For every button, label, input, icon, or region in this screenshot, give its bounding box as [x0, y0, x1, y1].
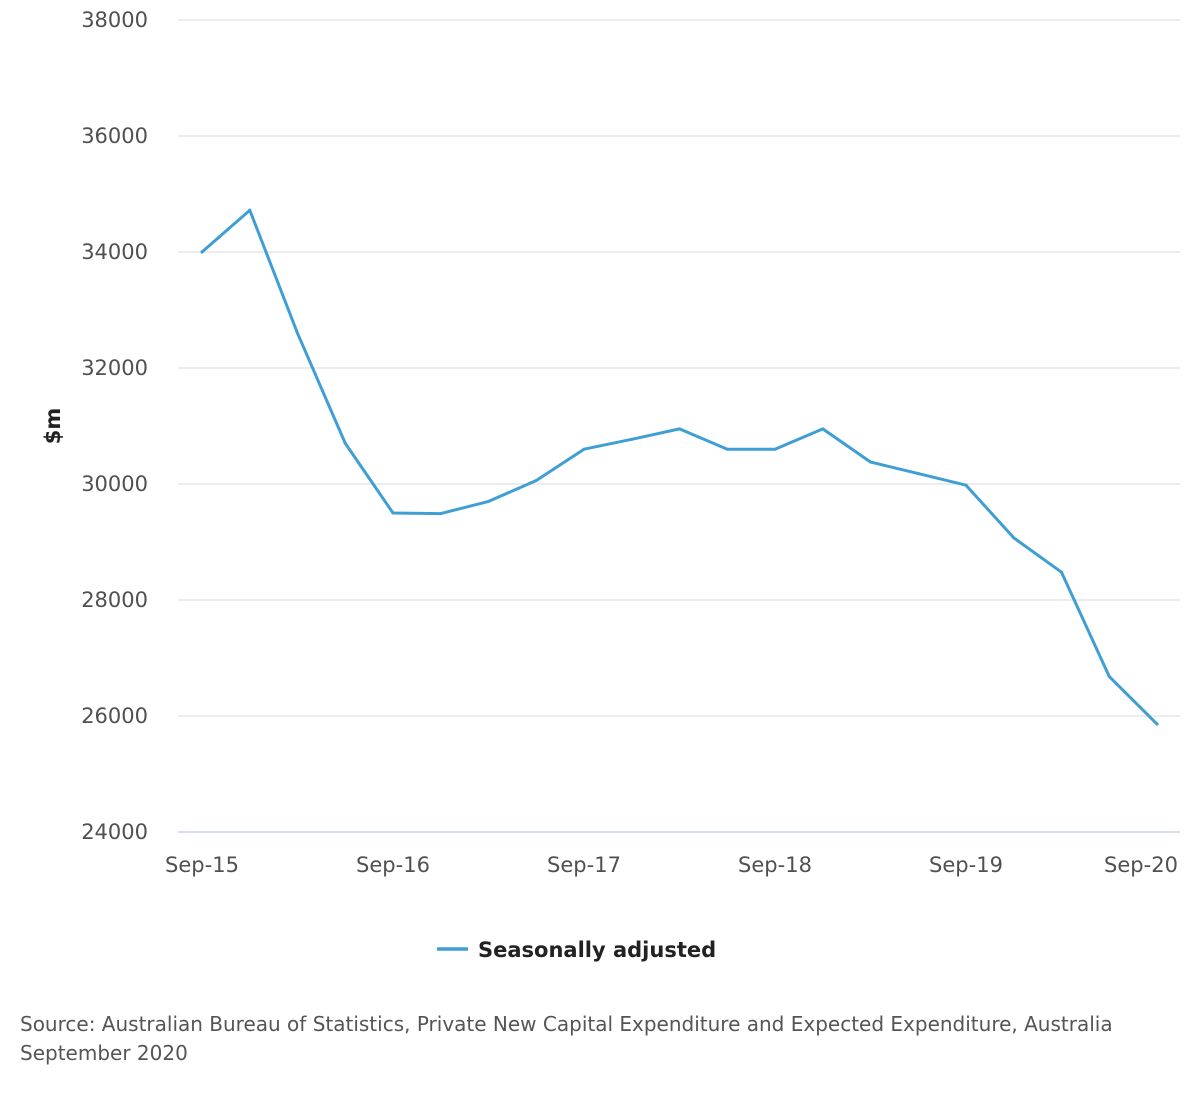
data-point: [773, 447, 777, 451]
data-point: [630, 437, 634, 441]
data-point: [869, 460, 872, 464]
x-axis-ticks: Sep-15 Sep-16 Sep-17 Sep-18 Sep-19 Sep-20: [165, 853, 1178, 877]
data-point: [296, 331, 299, 335]
x-tick-label: Sep-16: [356, 853, 430, 877]
chart: 24000 26000 28000 30000 32000 34000 36000 38000…: [41, 8, 1180, 962]
legend-label: Seasonally adjusted: [478, 938, 716, 962]
data-point: [678, 427, 681, 431]
data-point: [439, 512, 443, 516]
x-tick-label: Sep-15: [165, 853, 239, 877]
y-tick-label: 38000: [81, 8, 148, 32]
gridlines: [178, 19, 1180, 717]
y-axis-title: $m: [41, 408, 65, 445]
x-tick-label: Sep-20: [1104, 853, 1178, 877]
data-point: [725, 447, 729, 451]
y-tick-label: 36000: [81, 124, 148, 148]
data-point: [391, 511, 395, 515]
data-point: [916, 472, 920, 476]
y-tick-label: 34000: [81, 240, 148, 264]
y-tick-label: 30000: [81, 472, 148, 496]
data-point: [487, 499, 490, 503]
y-tick-label: 32000: [81, 356, 148, 380]
y-tick-label: 28000: [81, 588, 148, 612]
x-tick-label: Sep-19: [929, 853, 1003, 877]
y-axis-ticks: 24000 26000 28000 30000 32000 34000 36000 38000: [81, 8, 148, 844]
data-point: [1107, 675, 1111, 679]
data-point: [1012, 536, 1016, 540]
data-point: [248, 208, 252, 212]
y-tick-label: 24000: [81, 820, 148, 844]
x-tick-label: Sep-18: [738, 853, 812, 877]
y-tick-label: 26000: [81, 704, 148, 728]
data-point: [200, 250, 204, 254]
data-point: [1060, 570, 1063, 574]
series-line: [200, 208, 1159, 726]
legend: Seasonally adjusted: [437, 938, 716, 962]
data-point: [821, 427, 825, 431]
x-tick-label: Sep-17: [547, 853, 621, 877]
data-point: [534, 479, 538, 483]
data-point: [964, 483, 968, 487]
series-layer: [200, 208, 1159, 726]
data-point: [582, 447, 586, 451]
source-note: Source: Australian Bureau of Statistics,…: [20, 1012, 1113, 1065]
data-point: [1155, 722, 1159, 726]
data-point: [343, 441, 347, 445]
